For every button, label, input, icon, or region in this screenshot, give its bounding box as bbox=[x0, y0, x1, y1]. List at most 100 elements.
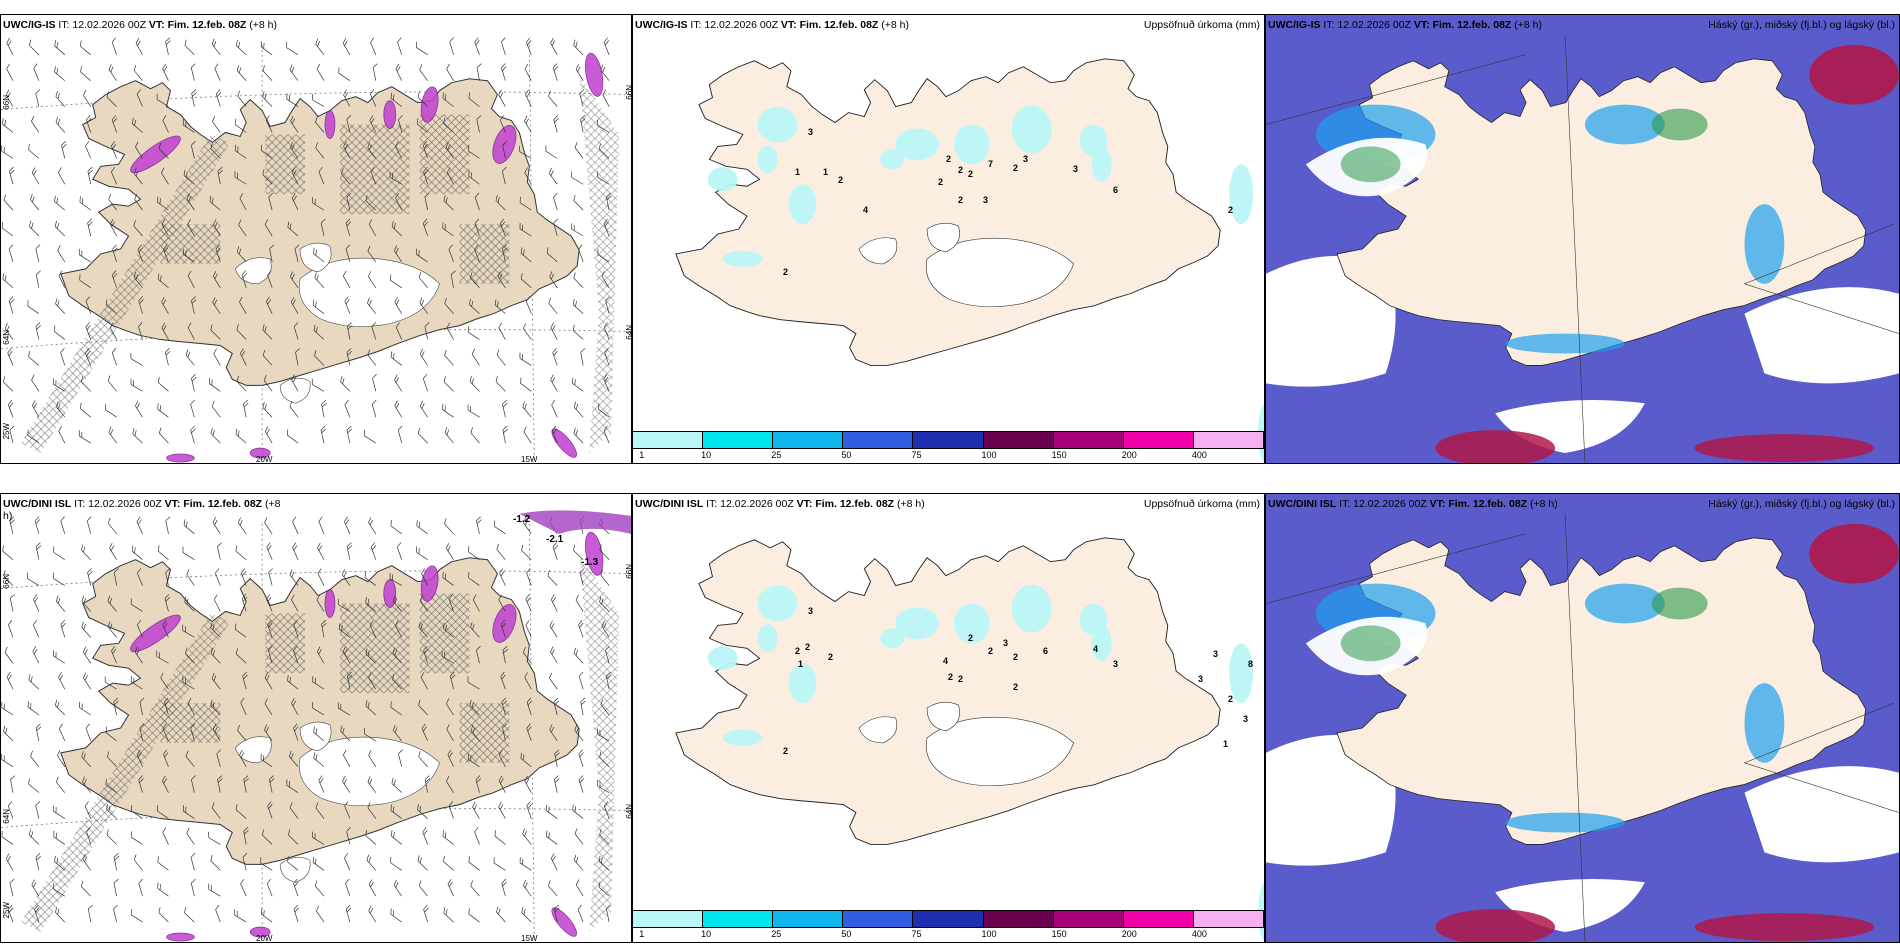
wind-barb bbox=[235, 803, 247, 819]
wind-barb bbox=[260, 144, 273, 159]
wind-barb bbox=[113, 697, 119, 716]
wind-barb bbox=[315, 116, 325, 133]
glacier-outline bbox=[925, 716, 1074, 786]
wind-barb bbox=[156, 650, 169, 664]
wind-barb bbox=[289, 802, 299, 819]
wind-barb bbox=[421, 723, 428, 742]
wind-barb bbox=[5, 853, 14, 871]
precip-value-label: 3 bbox=[1023, 154, 1029, 164]
wind-barb bbox=[214, 63, 221, 81]
wind-barb bbox=[602, 89, 610, 107]
valid-time: VT: Fim. 12.feb. 08Z bbox=[1429, 498, 1528, 510]
precip-value-label: 1 bbox=[1223, 739, 1229, 749]
legend-swatch bbox=[1193, 432, 1264, 448]
wind-barb bbox=[417, 803, 428, 819]
wind-barb bbox=[55, 116, 66, 133]
wind-barb bbox=[343, 749, 351, 767]
wind-barb bbox=[133, 168, 143, 185]
wind-barb bbox=[28, 674, 40, 690]
mid-cloud-area bbox=[1744, 204, 1785, 284]
wind-barb bbox=[53, 546, 65, 560]
wind-barb bbox=[158, 427, 169, 444]
high-cloud-area bbox=[1340, 146, 1401, 183]
wind-barb bbox=[260, 753, 273, 768]
wind-barb bbox=[317, 542, 325, 560]
wind-barb bbox=[424, 322, 430, 340]
precip-area bbox=[1229, 643, 1254, 704]
wind-barb bbox=[191, 373, 197, 392]
wind-barb bbox=[112, 244, 118, 263]
wind-barb bbox=[239, 193, 247, 211]
precip-value-label: 8 bbox=[1248, 659, 1254, 669]
lat-label-64: 64N bbox=[2, 809, 11, 824]
wind-barb bbox=[60, 619, 66, 638]
wind-barb bbox=[552, 542, 558, 560]
precip-hatch bbox=[419, 593, 470, 674]
wind-barb bbox=[497, 271, 506, 288]
wind-barb bbox=[314, 880, 325, 897]
wind-barb bbox=[474, 218, 480, 237]
model-name: UWC/DINI ISL bbox=[3, 498, 72, 510]
multi-layer-cloud bbox=[1435, 430, 1556, 463]
wind-barb bbox=[217, 166, 224, 185]
precip-value-label: 7 bbox=[988, 159, 994, 169]
wind-barb bbox=[519, 222, 532, 237]
wind-barb bbox=[500, 671, 506, 690]
wind-barb bbox=[523, 879, 532, 897]
legend-swatch bbox=[843, 432, 914, 448]
heavy-precip-area bbox=[324, 589, 336, 618]
glacier-outline bbox=[858, 237, 898, 265]
wind-barb bbox=[597, 780, 610, 793]
heavy-precip-area bbox=[420, 86, 439, 123]
wind-barb bbox=[418, 880, 428, 897]
wind-barb bbox=[266, 878, 273, 897]
precip-panel-top: UWC/IG-IS IT: 12.02.2026 00Z VT: Fim. 12… bbox=[632, 14, 1265, 464]
legend-tick-label: 150 bbox=[1051, 450, 1067, 460]
heavy-precip-area bbox=[166, 453, 195, 463]
wind-barb bbox=[32, 620, 40, 638]
wind-barb bbox=[239, 749, 247, 767]
wind-barb bbox=[289, 400, 299, 418]
wind-barb bbox=[109, 322, 117, 340]
wind-barb bbox=[186, 827, 195, 845]
precip-value-label: 1 bbox=[795, 167, 801, 177]
precip-value-label: 3 bbox=[1003, 638, 1009, 648]
wind-barb bbox=[1, 753, 14, 768]
legend-ticks: 1 10 25 50 75 100 150 200 400 bbox=[633, 929, 1264, 941]
wind-barb bbox=[573, 647, 584, 664]
heavy-precip-area bbox=[324, 110, 336, 139]
wind-barb bbox=[210, 855, 221, 871]
wind-barb bbox=[241, 270, 247, 288]
wind-barb bbox=[390, 520, 402, 535]
wind-barb bbox=[185, 349, 195, 366]
wind-barb bbox=[242, 671, 248, 690]
panel-title-right: Uppsöfnuð úrkoma (mm) bbox=[1143, 19, 1260, 31]
wind-barb bbox=[498, 594, 506, 612]
wind-barb bbox=[234, 118, 247, 133]
legend-tick-label: 400 bbox=[1191, 450, 1207, 460]
wind-barb bbox=[444, 518, 454, 535]
wind-barb bbox=[32, 646, 40, 664]
wind-barb bbox=[236, 375, 247, 392]
wind-barb bbox=[183, 519, 195, 535]
wind-barb bbox=[553, 904, 560, 923]
wind-barb bbox=[27, 429, 40, 444]
pressure-label: -2.1 bbox=[546, 534, 564, 545]
legend-tick-label: 10 bbox=[701, 929, 712, 939]
wind-barb bbox=[290, 141, 299, 159]
wind-barb bbox=[365, 648, 377, 664]
init-time: IT: 12.02.2026 00Z bbox=[1320, 19, 1414, 31]
wind-barb bbox=[78, 430, 91, 444]
precip-hatch bbox=[20, 134, 231, 454]
legend-tick-label: 200 bbox=[1121, 450, 1137, 460]
wind-barb bbox=[53, 378, 65, 392]
wind-barb bbox=[501, 878, 507, 897]
precip-area bbox=[707, 646, 738, 671]
precip-area bbox=[722, 250, 763, 267]
wind-barb bbox=[87, 218, 93, 237]
wind-barb bbox=[162, 775, 169, 793]
wind-barb bbox=[260, 908, 273, 923]
wind-barb bbox=[2, 273, 14, 289]
precip-value-label: 4 bbox=[943, 656, 949, 666]
wind-barb bbox=[499, 115, 506, 133]
